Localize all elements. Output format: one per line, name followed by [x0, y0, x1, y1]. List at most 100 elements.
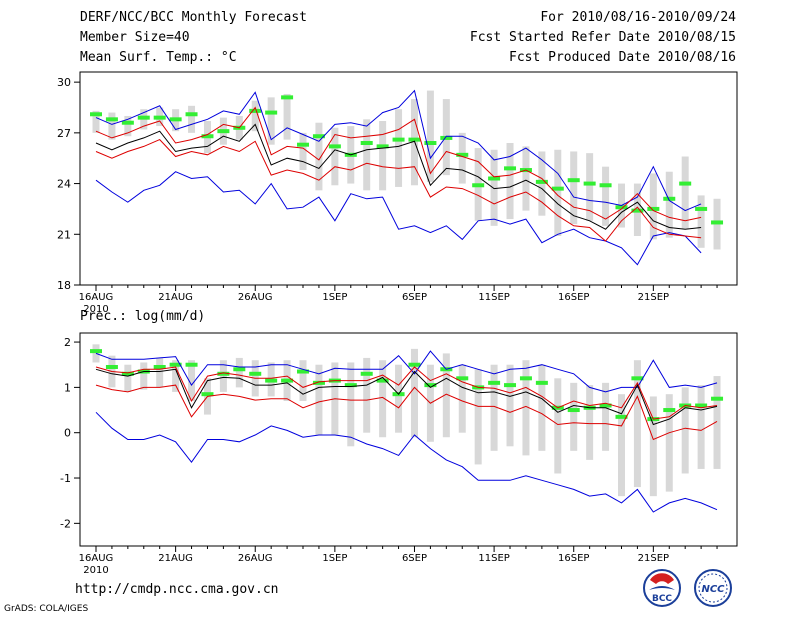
precipitation-median-mark	[535, 380, 548, 385]
precipitation-median-mark	[599, 403, 612, 408]
temperature-min-line	[95, 171, 702, 266]
precipitation-spread-box	[697, 385, 705, 469]
temperature-spread-box	[363, 119, 371, 191]
ncc-logo-icon: NCC	[694, 569, 732, 607]
precipitation-spread-box	[665, 394, 673, 492]
precipitation-spread-box	[410, 348, 418, 438]
temperature-ytick-label: 21	[57, 228, 71, 241]
precipitation-median-mark	[376, 378, 389, 383]
temperature-xtick-label: 6SEP	[402, 292, 427, 303]
temperature-median-mark	[583, 181, 596, 186]
temperature-median-mark	[679, 181, 692, 186]
precipitation-median-mark	[711, 396, 724, 401]
temperature-spread-box	[522, 146, 530, 211]
temperature-median-mark	[551, 186, 564, 191]
temperature-median-mark	[201, 134, 214, 139]
temperature-max-line	[95, 89, 702, 212]
temperature-median-mark	[695, 206, 708, 211]
temperature-ytick-label: 18	[57, 279, 71, 292]
temperature-spread-box	[251, 100, 259, 132]
precip-panel-title: Prec.: log(mm/d)	[80, 309, 206, 324]
temperature-median-mark	[121, 120, 134, 125]
temperature-median-mark	[440, 135, 453, 140]
precipitation-spread-box	[92, 344, 100, 363]
temperature-median-mark	[711, 220, 724, 225]
precipitation-ytick-label: 1	[64, 381, 71, 394]
precipitation-median-mark	[488, 380, 501, 385]
temperature-median-mark	[424, 141, 437, 145]
precipitation-spread-box	[347, 362, 355, 447]
precipitation-median-mark	[297, 369, 310, 374]
precipitation-spread-box	[522, 360, 530, 456]
variable-label: Mean Surf. Temp.: °C	[80, 50, 237, 65]
temperature-xtick-label: 16AUG	[79, 292, 114, 303]
precipitation-spread-box	[649, 396, 657, 497]
precipitation-spread-box	[188, 360, 196, 401]
temperature-median-mark	[312, 134, 325, 139]
temperature-median-mark	[408, 137, 421, 142]
temperature-spread-box	[267, 97, 275, 145]
precipitation-spread-box	[570, 382, 578, 451]
precipitation-median-mark	[249, 371, 262, 376]
precipitation-xtick-label: 6SEP	[402, 553, 427, 564]
precipitation-median-mark	[456, 376, 469, 381]
bcc-logo-icon: BCC	[643, 569, 681, 607]
precipitation-median-mark	[153, 364, 166, 369]
precipitation-spread-box	[235, 357, 243, 388]
precipitation-spread-box	[554, 378, 562, 474]
temperature-spread-box	[108, 112, 116, 140]
precipitation-median-mark	[185, 362, 198, 367]
precipitation-median-mark	[169, 362, 182, 367]
precipitation-plot-frame	[79, 332, 738, 547]
temperature-ytick-label: 24	[57, 178, 71, 191]
precipitation-median-mark	[519, 376, 532, 381]
temperature-median-mark	[360, 141, 373, 145]
temperature-median-mark	[185, 112, 198, 117]
temperature-median-mark	[488, 176, 501, 181]
temperature-median-mark	[297, 142, 310, 147]
precipitation-spread-box	[442, 353, 450, 438]
temperature-upper-line	[95, 106, 702, 222]
precipitation-spread-box	[172, 360, 180, 392]
temperature-spread-box	[379, 121, 387, 191]
temperature-lower-line	[95, 139, 702, 242]
precipitation-median-mark	[312, 380, 325, 385]
temperature-median-mark	[535, 179, 548, 184]
temperature-median-mark	[90, 112, 102, 117]
chart-title: DERF/NCC/BCC Monthly Forecast	[80, 10, 307, 25]
precipitation-spread-box	[458, 364, 466, 433]
temperature-spread-box	[458, 132, 466, 184]
temperature-median-mark	[504, 166, 517, 171]
precipitation-xtick-label: 21AUG	[158, 553, 193, 564]
temperature-spread-box	[92, 110, 100, 133]
temperature-spread-box	[315, 122, 323, 191]
precipitation-xtick-year: 2010	[83, 565, 108, 576]
precipitation-spread-box	[140, 362, 148, 390]
temperature-spread-box	[586, 153, 594, 221]
temperature-xtick-year: 2010	[83, 304, 108, 315]
forecast-period: For 2010/08/16-2010/09/24	[540, 10, 736, 25]
precipitation-xtick-label: 11SEP	[478, 553, 509, 564]
temperature-xtick-label: 16SEP	[558, 292, 589, 303]
temperature-spread-box	[299, 132, 307, 171]
temperature-spread-box	[570, 151, 578, 225]
precipitation-spread-box	[633, 360, 641, 488]
source-url: http://cmdp.ncc.cma.gov.cn	[75, 582, 279, 597]
precipitation-median-mark	[360, 371, 373, 376]
precipitation-spread-box	[379, 360, 387, 438]
temperature-median-mark	[281, 95, 294, 100]
precipitation-spread-box	[299, 360, 307, 401]
precipitation-spread-box	[681, 387, 689, 474]
temperature-spread-box	[681, 156, 689, 230]
precipitation-median-mark	[408, 362, 421, 367]
precipitation-ytick-label: 0	[64, 427, 71, 440]
precipitation-upper-line	[95, 366, 718, 420]
precipitation-spread-box	[395, 364, 403, 433]
precipitation-ytick-label: -1	[60, 472, 71, 485]
temperature-median-mark	[647, 206, 660, 211]
temperature-ytick-label: 27	[57, 127, 71, 140]
temperature-spread-box	[426, 90, 434, 182]
bcc-logo-text: BCC	[652, 594, 672, 604]
temperature-xtick-label: 21AUG	[158, 292, 193, 303]
temperature-spread-box	[188, 105, 196, 133]
